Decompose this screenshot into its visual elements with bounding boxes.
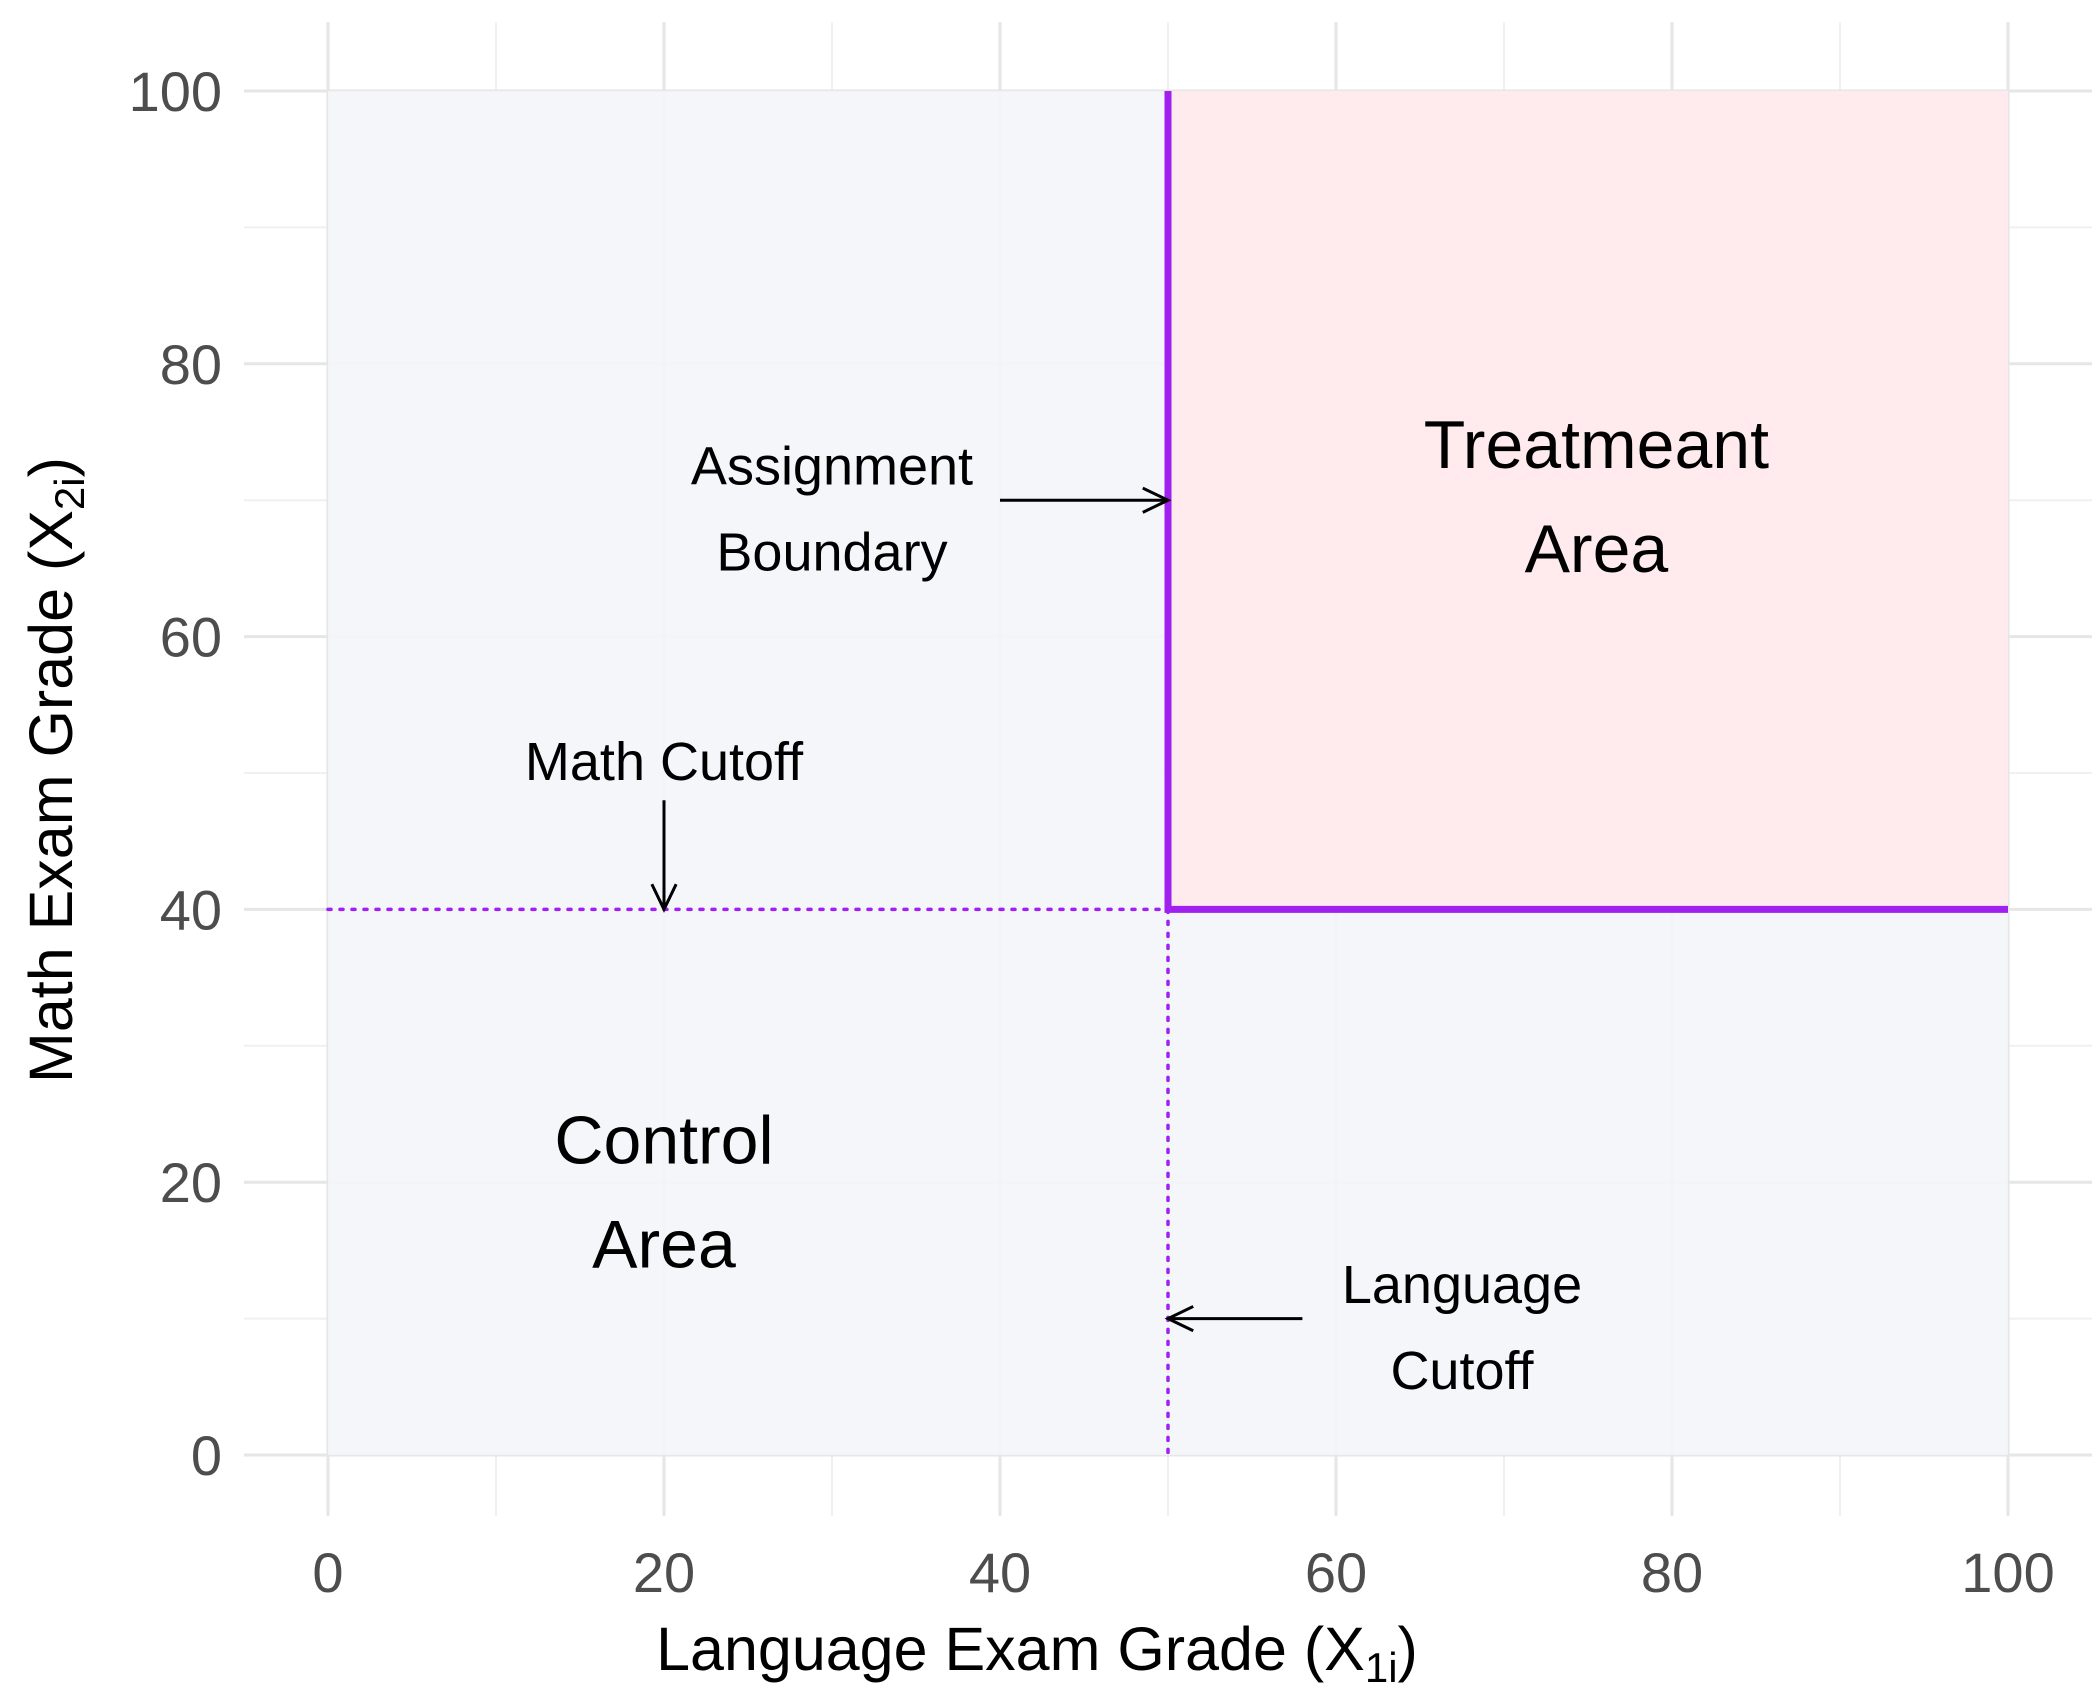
y-tick-label: 0	[191, 1424, 222, 1487]
language-cutoff-label-line: Language	[1342, 1255, 1582, 1315]
x-axis-title-close: )	[1398, 1615, 1418, 1683]
y-axis-title-close: )	[17, 457, 85, 477]
language-cutoff-label-line: Cutoff	[1390, 1341, 1534, 1401]
y-tick-label: 100	[129, 60, 222, 123]
x-tick-label: 60	[1305, 1541, 1367, 1604]
treatment-area-label-line: Treatmeant	[1424, 407, 1769, 483]
x-tick-label: 40	[969, 1541, 1031, 1604]
cutoff-lines	[326, 907, 1170, 1457]
assignment-boundary-line	[1164, 91, 2008, 913]
math-cutoff-label: Math Cutoff	[525, 732, 804, 792]
x-tick-label: 0	[312, 1541, 343, 1604]
y-axis-title-subscript: 2i	[46, 477, 93, 510]
region-labels: Control Area Treatmeant Area	[554, 407, 1769, 1283]
y-axis-title-main: Math Exam Grade (X	[17, 510, 85, 1083]
assignment-boundary-label: Assignment Boundary	[691, 437, 973, 583]
treatment-area-label-line: Area	[1525, 511, 1669, 587]
math-cutoff-label-line: Math Cutoff	[525, 732, 804, 792]
x-axis-title: Language Exam Grade (X1i)	[656, 1615, 1418, 1691]
math-cutoff-arrow-head	[650, 883, 678, 913]
assignment-boundary-arrow-head	[1142, 486, 1172, 514]
control-area-label: Control Area	[554, 1102, 773, 1282]
annotation-labels: Assignment Boundary Math Cutoff Language Cut…	[525, 437, 1582, 1401]
y-tick-label: 20	[160, 1151, 222, 1214]
language-cutoff-arrow-head	[1164, 1305, 1194, 1333]
control-area-label-line: Control	[554, 1102, 773, 1178]
assignment-boundary-label-line: Assignment	[691, 437, 973, 497]
x-axis-ticks: 0 20 40 60 80 100	[312, 1541, 2054, 1604]
treatment-area-label: Treatmeant Area	[1424, 407, 1769, 587]
x-tick-label: 20	[633, 1541, 695, 1604]
boundary-layer	[1164, 91, 2008, 913]
x-axis-title-subscript: 1i	[1365, 1644, 1398, 1691]
control-area-label-line: Area	[592, 1206, 736, 1282]
x-tick-label: 100	[1961, 1541, 2054, 1604]
y-tick-label: 40	[160, 878, 222, 941]
x-tick-label: 80	[1641, 1541, 1703, 1604]
y-tick-label: 80	[160, 333, 222, 396]
y-axis-ticks: 0 20 40 60 80 100	[129, 60, 222, 1487]
language-cutoff-label: Language Cutoff	[1342, 1255, 1582, 1401]
y-tick-label: 60	[160, 606, 222, 669]
treatment-area	[1168, 91, 2008, 910]
annotation-arrows	[650, 486, 1303, 1333]
y-axis-title: Math Exam Grade (X2i)	[17, 457, 93, 1083]
x-axis-title-main: Language Exam Grade (X	[656, 1615, 1365, 1683]
assignment-boundary-label-line: Boundary	[716, 523, 947, 583]
